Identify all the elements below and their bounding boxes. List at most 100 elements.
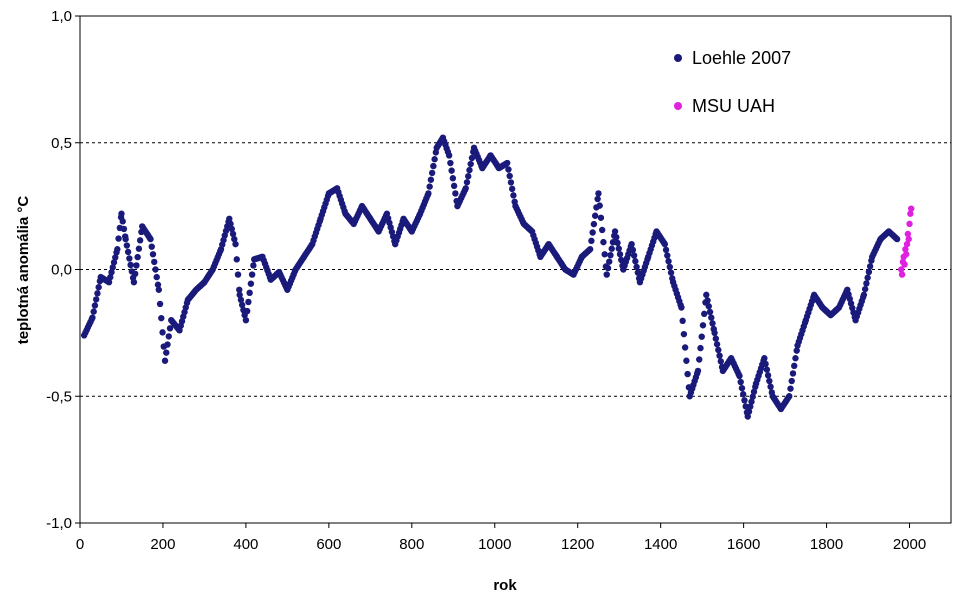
data-point <box>124 248 132 256</box>
data-point <box>247 280 255 287</box>
data-point <box>112 254 119 261</box>
data-point <box>864 274 871 281</box>
data-point <box>147 235 154 243</box>
data-point <box>711 329 718 337</box>
data-point <box>744 413 751 420</box>
data-point <box>505 166 512 173</box>
series-msu-uah <box>898 205 915 278</box>
data-point <box>149 251 157 258</box>
legend-label-loehle-2007: Loehle 2007 <box>692 48 791 68</box>
data-point <box>763 366 771 373</box>
x-tick-label: 800 <box>399 536 424 553</box>
data-point <box>236 286 243 293</box>
data-point <box>163 349 170 356</box>
data-point <box>110 259 118 266</box>
data-point <box>506 172 513 180</box>
data-point <box>898 266 905 273</box>
data-point <box>680 330 688 338</box>
data-point <box>748 398 755 405</box>
data-point <box>664 252 671 259</box>
y-axis-ticks: -1,0 -0,5 0,0 0,5 1,0 <box>46 8 80 532</box>
data-point <box>865 268 873 276</box>
data-point <box>467 160 474 168</box>
data-point <box>904 230 912 238</box>
data-point <box>709 320 716 327</box>
data-point <box>764 372 772 379</box>
data-point <box>92 296 100 303</box>
data-point <box>736 372 743 380</box>
data-point <box>468 154 476 162</box>
legend-marker-loehle-2007 <box>674 54 682 62</box>
data-point <box>901 261 908 268</box>
data-point <box>613 233 620 241</box>
x-tick-label: 400 <box>233 536 258 553</box>
data-point <box>786 393 793 400</box>
data-point <box>632 258 639 265</box>
x-axis-title: rok <box>493 577 517 594</box>
x-tick-label: 0 <box>76 536 84 553</box>
data-point <box>906 220 913 228</box>
data-point <box>510 192 517 199</box>
data-point <box>95 284 102 291</box>
data-point <box>661 240 669 248</box>
data-point <box>237 296 245 304</box>
data-point <box>750 388 758 396</box>
data-point <box>234 271 242 278</box>
data-point <box>699 322 707 329</box>
data-point <box>678 304 685 311</box>
data-point <box>905 235 912 243</box>
data-point <box>89 314 96 321</box>
data-point <box>118 210 125 217</box>
data-point <box>231 235 238 243</box>
data-point <box>166 325 174 332</box>
data-point <box>594 195 601 203</box>
data-point <box>105 278 113 286</box>
data-point <box>250 262 257 269</box>
data-point <box>761 355 768 362</box>
data-point <box>791 362 798 370</box>
x-tick-label: 1800 <box>810 536 843 553</box>
data-point <box>703 291 710 299</box>
data-point <box>127 261 134 269</box>
data-point <box>226 215 233 222</box>
data-point <box>507 179 515 186</box>
data-point <box>152 266 159 273</box>
data-point <box>107 274 114 281</box>
x-tick-label: 2000 <box>893 536 926 553</box>
grid-lines <box>80 142 951 397</box>
data-point <box>907 210 914 217</box>
data-point <box>607 251 614 259</box>
data-point <box>448 167 455 174</box>
data-point <box>135 245 143 252</box>
data-point <box>708 314 715 321</box>
data-point <box>245 298 252 306</box>
data-point <box>860 291 868 299</box>
data-point <box>115 235 122 242</box>
data-point <box>159 329 166 336</box>
data-point <box>681 344 689 351</box>
data-point <box>788 377 795 385</box>
data-point <box>683 357 690 364</box>
data-point <box>696 356 703 363</box>
data-point <box>114 246 121 253</box>
data-points <box>80 134 915 420</box>
data-point <box>747 403 754 410</box>
data-point <box>604 264 612 272</box>
data-point <box>248 271 256 278</box>
data-point <box>608 245 615 252</box>
data-point <box>155 286 163 293</box>
data-point <box>126 255 133 262</box>
data-point <box>426 183 433 190</box>
data-point <box>232 240 239 248</box>
data-point <box>789 370 797 377</box>
data-point <box>591 212 599 219</box>
data-point <box>450 182 458 190</box>
data-point <box>120 225 128 233</box>
y-axis-title: teplotná anomália °C <box>15 196 32 345</box>
data-point <box>151 258 158 266</box>
data-point <box>236 291 243 299</box>
data-point <box>614 239 621 247</box>
data-point <box>597 214 605 221</box>
data-point <box>430 162 437 170</box>
data-point <box>679 317 686 325</box>
